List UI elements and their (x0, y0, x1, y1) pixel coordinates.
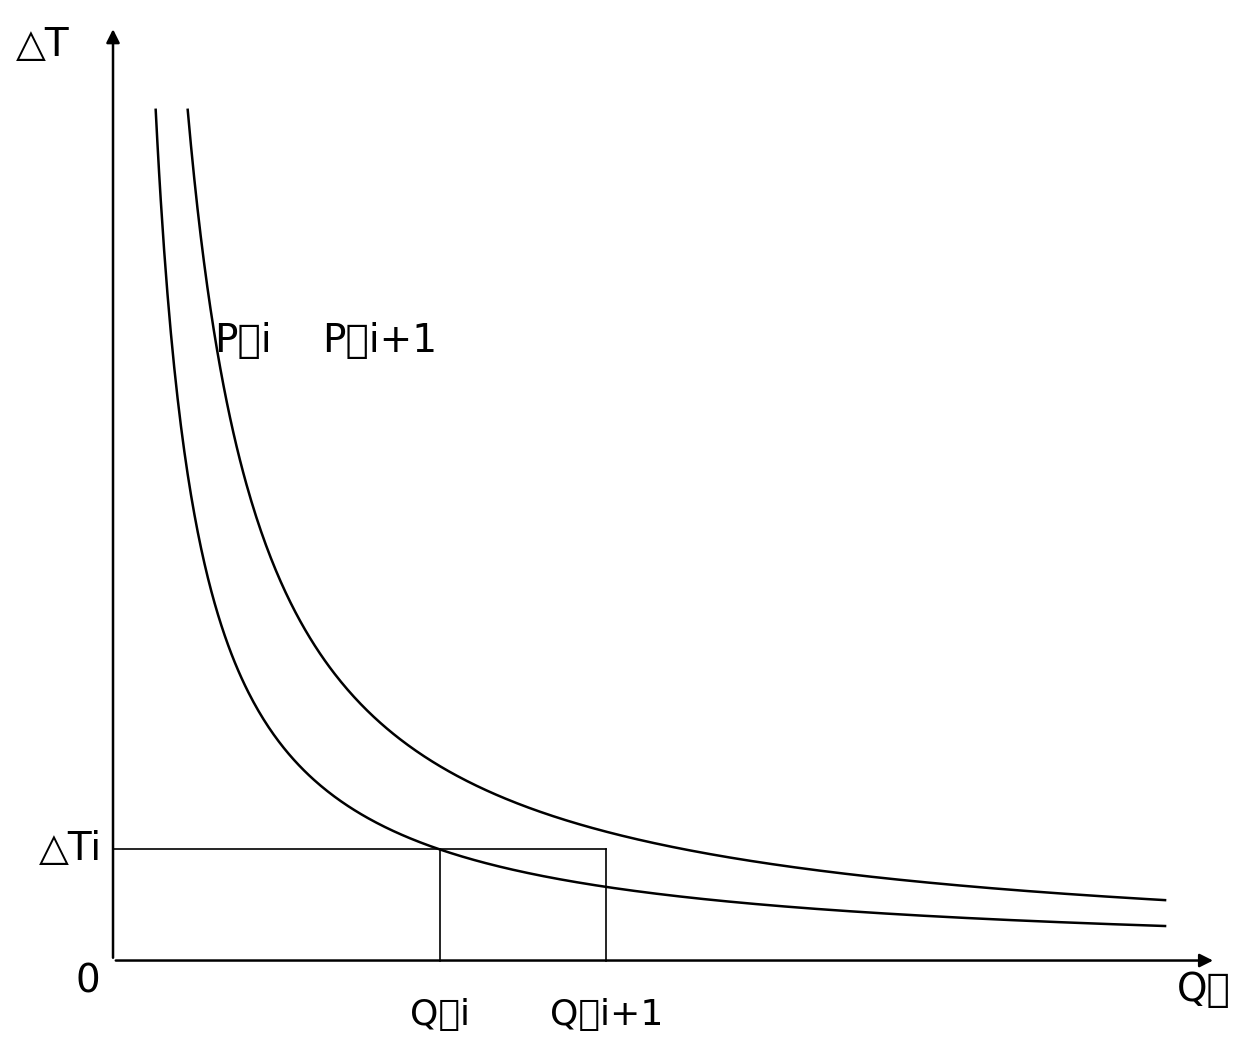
Text: P散i+1: P散i+1 (322, 322, 437, 360)
Text: Q通: Q通 (1177, 971, 1230, 1009)
Text: P散i: P散i (214, 322, 271, 360)
Text: Q通i+1: Q通i+1 (550, 998, 663, 1032)
Text: Q通i: Q通i (410, 998, 470, 1032)
Text: △Ti: △Ti (38, 830, 102, 869)
Text: 0: 0 (76, 962, 100, 1000)
Text: △T: △T (16, 27, 69, 65)
